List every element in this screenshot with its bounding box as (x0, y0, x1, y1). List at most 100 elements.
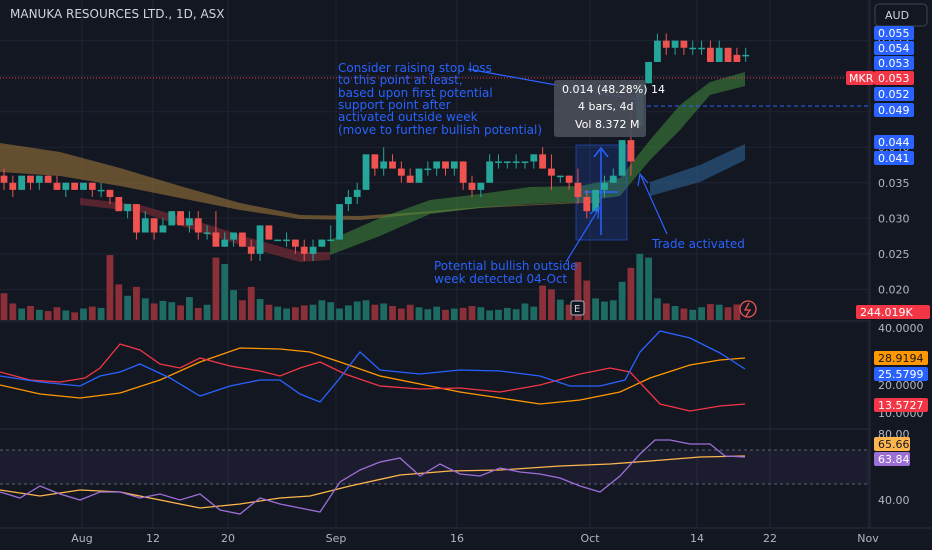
time-axis[interactable]: Aug 12 20 Sep 16 Oct 14 22 Nov (71, 532, 879, 545)
volume-bar (221, 264, 229, 320)
candle (124, 204, 132, 219)
volume-bar (71, 312, 79, 320)
candle-body (601, 182, 608, 190)
candle-body (609, 175, 617, 183)
candle-body (627, 140, 635, 162)
volume-bar (389, 306, 396, 320)
note3-arrow (640, 175, 668, 235)
candle-body (521, 161, 529, 163)
price-badge-1-box (874, 41, 914, 55)
volume-badge: 244.019K (856, 305, 930, 319)
rsi-badge-text: 65.66 (878, 438, 910, 451)
candle (106, 189, 114, 205)
candle (512, 154, 520, 169)
candle (724, 47, 732, 62)
candle-body (645, 61, 652, 84)
note3-text: Trade activated (651, 237, 745, 251)
volume-bar (186, 297, 193, 320)
price-badge-3: 0.052 (874, 87, 914, 101)
volume-bar (265, 304, 273, 320)
candle (442, 161, 449, 176)
volume-bar (486, 310, 494, 320)
volume-bar (442, 309, 449, 320)
candle-body (689, 47, 697, 50)
candle (80, 182, 87, 190)
candle (344, 189, 352, 212)
candle-body (592, 189, 600, 212)
candle-body (548, 168, 555, 176)
volume-bar (671, 306, 679, 320)
candle-body (327, 239, 335, 242)
dmi-badge-text: 13.5727 (878, 399, 924, 412)
volume-bar (168, 302, 176, 320)
volume-bar (177, 305, 184, 320)
ticker-text: MKR (849, 72, 874, 85)
price-badge-5-box (874, 135, 914, 149)
candle-body (724, 47, 732, 62)
volume-bar (88, 306, 96, 320)
dmi-tick: 40.0000 (878, 322, 924, 335)
candle (609, 168, 617, 183)
lightning-icon[interactable] (739, 300, 757, 318)
candle-body (415, 168, 423, 183)
candle (0, 168, 8, 190)
annotation-note-3[interactable]: Trade activated (637, 172, 745, 251)
candle-body (221, 239, 229, 247)
candle (115, 196, 123, 212)
volume-bar (645, 257, 652, 320)
candle-body (230, 232, 237, 240)
price-axis[interactable]: 0.0550.0500.0450.0400.0350.0300.0250.020… (846, 26, 930, 507)
rsi-badge-text: 63.84 (878, 453, 910, 466)
candle-body (300, 246, 308, 254)
candle (221, 232, 229, 247)
annotation-note-1[interactable]: Consider raising stop loss to this point… (338, 61, 642, 137)
price-badge-2: 0.053 (874, 56, 914, 70)
candle (177, 211, 184, 226)
note1-line-6: (move to further bullish potential) (338, 123, 542, 137)
candle-body (186, 218, 193, 226)
last-price-box (874, 71, 914, 85)
volume-bar (344, 305, 352, 320)
price-badge-2-text: 0.053 (878, 57, 910, 70)
note3-arrow-head (637, 172, 649, 187)
price-badge-3-text: 0.052 (878, 88, 910, 101)
volume-bar (336, 308, 343, 320)
volume-bar (62, 310, 70, 320)
annotation-note-2[interactable]: Potential bullish outside week detected … (434, 205, 600, 286)
candle-body (168, 211, 176, 226)
volume-bar (733, 304, 741, 320)
measure-arrow-head (593, 146, 609, 158)
candle (9, 175, 17, 197)
volume-bar (203, 304, 211, 320)
volume-bar (309, 304, 317, 320)
candle-body (247, 246, 255, 254)
candle (283, 232, 290, 247)
price-tick: 0.020 (878, 283, 910, 296)
note1-line-4: support point after (338, 98, 451, 112)
note1-line-1: Consider raising stop loss (338, 61, 492, 75)
x-tick-22: 22 (763, 532, 777, 545)
volume-bar (115, 284, 123, 320)
volume-badge-box (856, 305, 930, 319)
currency-button[interactable]: AUD (874, 3, 928, 27)
candle-body (35, 175, 43, 183)
volume-bar (477, 307, 485, 320)
candle (742, 47, 750, 62)
price-tick: 0.035 (878, 177, 910, 190)
x-tick-16: 16 (450, 532, 464, 545)
price-badge-0-text: 0.055 (878, 27, 910, 40)
volume-bar (450, 308, 458, 320)
volume-bar (194, 307, 202, 320)
candle-body (27, 175, 34, 183)
candle-body (424, 168, 432, 171)
rsi-badge-1: 63.84 (874, 452, 910, 466)
note1-line-2: to this point at least, (338, 73, 463, 87)
candle-body (274, 239, 282, 242)
candle-body (133, 204, 140, 233)
note2-arrow-head (589, 205, 600, 220)
ribbon-short-red (80, 198, 330, 262)
volume-badge-text: 244.019K (860, 306, 913, 319)
earnings-event-marker[interactable]: E (570, 300, 585, 316)
volume-bar (724, 307, 732, 320)
